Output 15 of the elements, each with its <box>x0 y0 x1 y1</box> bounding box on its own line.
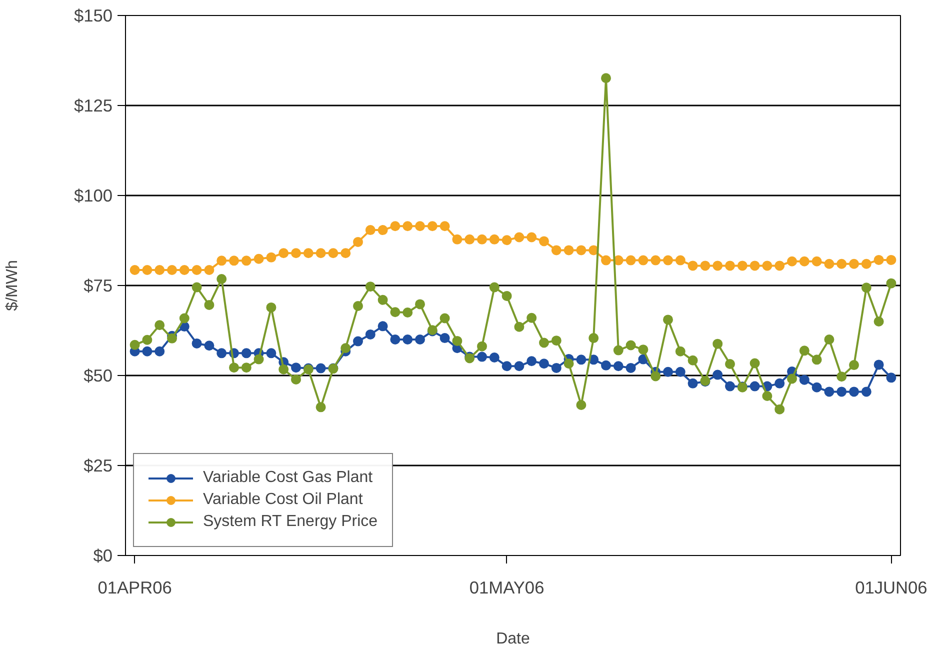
x-axis-title: Date <box>496 630 530 648</box>
y-tick-label: $50 <box>84 366 113 386</box>
x-tick-label: 01APR06 <box>98 578 172 598</box>
x-tick-label: 01MAY06 <box>469 578 544 598</box>
y-tick-label: $125 <box>74 96 113 116</box>
y-tick-label: $0 <box>93 546 113 566</box>
y-tick-label: $25 <box>84 456 113 476</box>
legend-label: System RT Energy Price <box>203 513 378 531</box>
legend-label: Variable Cost Gas Plant <box>203 469 373 487</box>
y-tick-label: $75 <box>84 276 113 296</box>
y-axis-title: $/MWh <box>4 260 21 311</box>
y-tick-label: $100 <box>74 186 113 206</box>
y-tick-label: $150 <box>74 6 113 26</box>
x-tick-label: 01JUN06 <box>855 578 928 598</box>
legend-label: Variable Cost Oil Plant <box>203 491 363 509</box>
